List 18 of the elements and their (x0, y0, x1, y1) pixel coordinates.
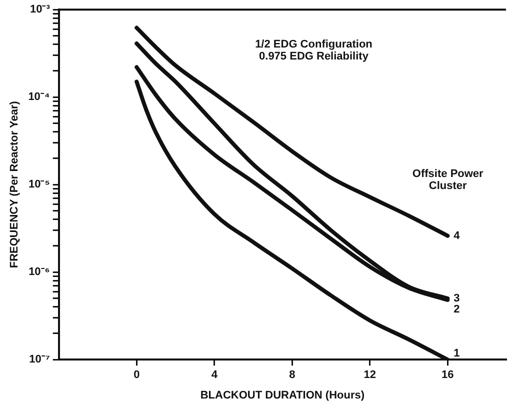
x-tick-label: 12 (364, 369, 376, 382)
y-tick-label: 10⁻³ (30, 4, 50, 16)
series-label: 4 (454, 230, 461, 242)
x-axis-title: BLACKOUT DURATION (Hours) (200, 389, 365, 402)
series-label: 2 (454, 303, 460, 316)
y-axis-title: FREQUENCY (Per Reactor Year) (8, 100, 21, 268)
x-tick-label: 4 (211, 369, 218, 382)
x-tick-label: 0 (134, 369, 140, 382)
y-tick-label: 10⁻⁷ (29, 354, 50, 366)
y-tick-label: 10⁻⁵ (28, 178, 50, 191)
annotation: 1/2 EDG Configuration 0.975 EDG Reliability (255, 38, 373, 63)
series-label: 3 (454, 292, 460, 304)
y-tick-label: 10⁻⁶ (28, 266, 50, 278)
y-tick-label: 10⁻⁴ (28, 91, 50, 104)
x-tick-label: 8 (289, 369, 296, 382)
annotation: Offsite Power Cluster (412, 168, 484, 192)
x-tick-label: 16 (442, 369, 454, 382)
series-label: 1 (454, 348, 460, 360)
